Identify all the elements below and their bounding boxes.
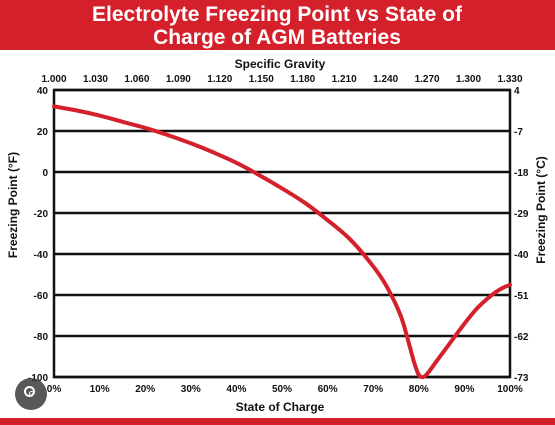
top-axis-title: Specific Gravity bbox=[235, 57, 326, 71]
visual-search-button[interactable] bbox=[15, 378, 47, 410]
x-tick-label: 0% bbox=[47, 384, 62, 395]
y-left-tick-label: 40 bbox=[37, 86, 49, 97]
plot-border bbox=[52, 88, 512, 379]
x-tick-label: 20% bbox=[135, 384, 155, 395]
y-right-tick-label: -73 bbox=[514, 373, 529, 384]
bottom-border-strip bbox=[0, 418, 555, 425]
x-top-tick-label: 1.180 bbox=[290, 74, 315, 85]
x-top-tick-label: 1.090 bbox=[166, 74, 191, 85]
x-top-tick-label: 1.150 bbox=[249, 74, 274, 85]
x-top-tick-label: 1.060 bbox=[124, 74, 149, 85]
y-left-tick-label: -40 bbox=[34, 250, 49, 261]
left-tick-labels: 40 20 0 -20 -40 -60 -80 -100 bbox=[28, 86, 48, 384]
x-top-tick-label: 1.000 bbox=[41, 74, 66, 85]
left-axis-title: Freezing Point (°F) bbox=[6, 152, 20, 258]
y-right-tick-label: -62 bbox=[514, 332, 529, 343]
bottom-axis-title: State of Charge bbox=[236, 400, 325, 414]
title-bar bbox=[0, 0, 555, 50]
y-left-tick-label: -60 bbox=[34, 291, 49, 302]
x-top-tick-label: 1.270 bbox=[415, 74, 440, 85]
x-tick-label: 50% bbox=[272, 384, 292, 395]
y-left-tick-label: 0 bbox=[42, 168, 48, 179]
x-top-tick-label: 1.240 bbox=[373, 74, 398, 85]
freezing-point-curve bbox=[52, 104, 512, 380]
x-top-tick-label: 1.120 bbox=[207, 74, 232, 85]
x-tick-label: 40% bbox=[226, 384, 246, 395]
bottom-tick-labels: 0% 10% 20% 30% 40% 50% 60% 70% 80% 90% 100% bbox=[47, 384, 523, 395]
grid-lines bbox=[54, 88, 510, 379]
y-left-tick-label: -100 bbox=[28, 373, 48, 384]
right-axis-title: Freezing Point (°C) bbox=[534, 156, 548, 263]
lens-icon bbox=[24, 386, 35, 397]
y-left-tick-label: -80 bbox=[34, 332, 49, 343]
x-top-tick-label: 1.300 bbox=[456, 74, 481, 85]
x-tick-label: 80% bbox=[409, 384, 429, 395]
x-tick-label: 60% bbox=[318, 384, 338, 395]
y-left-tick-label: 20 bbox=[37, 127, 49, 138]
x-tick-label: 90% bbox=[454, 384, 474, 395]
x-top-tick-label: 1.210 bbox=[332, 74, 357, 85]
y-right-tick-label: 4 bbox=[514, 86, 520, 97]
y-right-tick-label: -7 bbox=[514, 127, 523, 138]
x-top-tick-label: 1.030 bbox=[83, 74, 108, 85]
y-right-tick-label: -51 bbox=[514, 291, 529, 302]
x-top-tick-label: 1.330 bbox=[497, 74, 522, 85]
x-tick-label: 100% bbox=[497, 384, 523, 395]
y-right-tick-label: -29 bbox=[514, 209, 529, 220]
right-tick-labels: 4 -7 -18 -29 -40 -51 -62 -73 bbox=[514, 86, 529, 384]
x-tick-label: 30% bbox=[181, 384, 201, 395]
chart-title-line-1: Electrolyte Freezing Point vs State of bbox=[92, 3, 463, 26]
x-tick-label: 10% bbox=[90, 384, 110, 395]
top-tick-labels: 1.000 1.030 1.060 1.090 1.120 1.150 1.180 1.210… bbox=[41, 74, 522, 85]
chart-title-line-2: Charge of AGM Batteries bbox=[153, 26, 401, 49]
x-tick-label: 70% bbox=[363, 384, 383, 395]
y-right-tick-label: -40 bbox=[514, 250, 529, 261]
y-left-tick-label: -20 bbox=[34, 209, 49, 220]
y-right-tick-label: -18 bbox=[514, 168, 529, 179]
